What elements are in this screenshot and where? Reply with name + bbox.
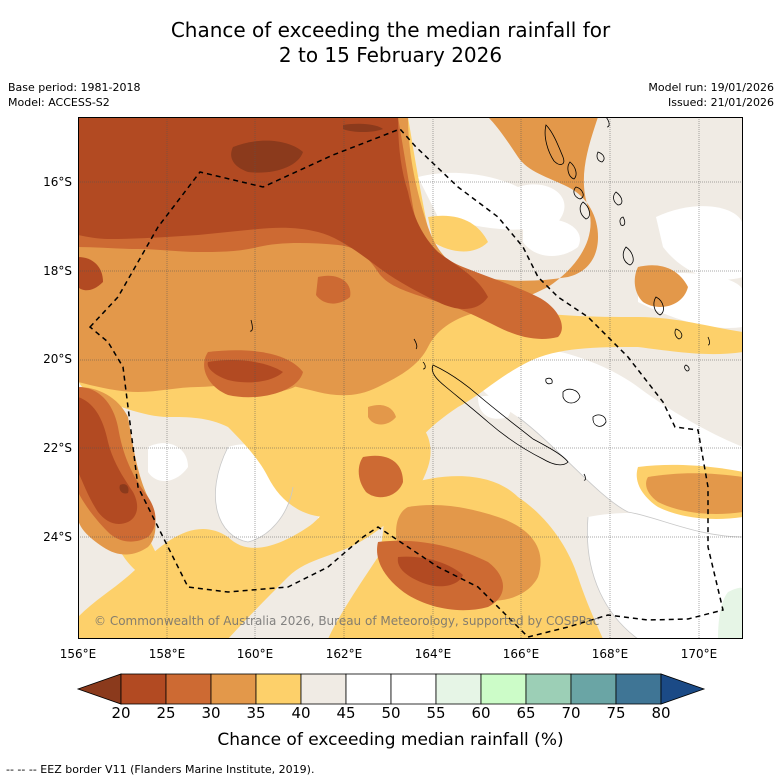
cb-tick-30: 30 [201,704,221,722]
lon-tick-160e: 160°E [236,647,274,661]
contour-lines [215,416,743,639]
map-frame [78,117,743,639]
colorbar-cell-40-45 [300,673,347,705]
eez-legend: -- -- -- EEZ border V11 (Flanders Marine… [6,763,315,776]
new-caledonia-coast [431,364,569,466]
colorbar-cell-above-80 [660,673,706,705]
cb-tick-50: 50 [381,704,401,722]
lat-tick-20s: 20°S [43,352,72,366]
model-name: Model: ACCESS-S2 [8,96,110,109]
colorbar-cell-45-50 [345,673,392,705]
lon-tick-168e: 168°E [591,647,629,661]
lon-tick-156e: 156°E [59,647,97,661]
meta-left: Base period: 1981-2018 Model: ACCESS-S2 [8,80,140,110]
copyright-text: © Commonwealth of Australia 2026, Bureau… [94,614,600,628]
model-run: Model run: 19/01/2026 [648,81,774,94]
title-line-1: Chance of exceeding the median rainfall … [170,18,611,42]
rainfall-map [78,117,743,639]
lon-tick-158e: 158°E [148,647,186,661]
lon-tick-164e: 164°E [414,647,452,661]
meta-right: Model run: 19/01/2026 Issued: 21/01/2026 [648,80,774,110]
cb-tick-75: 75 [606,704,626,722]
lat-tick-24s: 24°S [43,530,72,544]
vanuatu-coast [544,117,683,340]
lon-tick-162e: 162°E [325,647,363,661]
base-period: Base period: 1981-2018 [8,81,141,94]
colorbar-cell-75-80 [615,673,662,705]
lat-tick-16s: 16°S [43,175,72,189]
colorbar-cell-55-60 [435,673,482,705]
colorbar-cell-25-30 [165,673,212,705]
cb-tick-55: 55 [426,704,446,722]
colorbar-cell-30-35 [210,673,257,705]
colorbar-cell-70-75 [570,673,617,705]
colorbar [76,673,706,705]
cb-tick-20: 20 [111,704,131,722]
lat-tick-18s: 18°S [43,264,72,278]
colorbar-cell-20-25 [120,673,167,705]
lat-tick-22s: 22°S [43,441,72,455]
lon-tick-170e: 170°E [680,647,718,661]
band-55-60 [718,587,743,639]
cb-tick-80: 80 [651,704,671,722]
map-title: Chance of exceeding the median rainfall … [0,18,781,68]
lon-tick-166e: 166°E [502,647,540,661]
colorbar-cell-60-65 [480,673,527,705]
cb-tick-70: 70 [561,704,581,722]
colorbar-cell-65-70 [525,673,572,705]
grid-lines [78,117,743,639]
colorbar-cell-below-20 [76,673,122,705]
cb-tick-35: 35 [246,704,266,722]
loyalty-islands-coast [545,377,607,427]
cb-tick-65: 65 [516,704,536,722]
loyalty-islands-east [684,336,710,372]
cb-tick-60: 60 [471,704,491,722]
issued-date: Issued: 21/01/2026 [667,96,774,109]
colorbar-label: Chance of exceeding median rainfall (%) [217,730,564,750]
small-islands-coast [249,319,586,481]
cb-tick-45: 45 [336,704,356,722]
cb-tick-25: 25 [156,704,176,722]
colorbar-cell-35-40 [255,673,302,705]
colorbar-cell-50-55 [390,673,437,705]
band-below-20 [119,123,383,494]
title-line-2: 2 to 15 February 2026 [278,43,503,67]
cb-tick-40: 40 [291,704,311,722]
